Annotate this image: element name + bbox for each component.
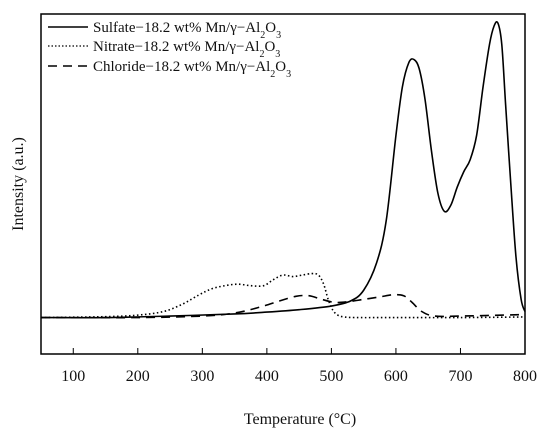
x-tick-label: 700 [448, 368, 472, 385]
x-tick-label: 300 [190, 368, 214, 385]
series-line-chloride [40, 293, 526, 319]
legend: Sulfate−18.2 wt% Mn/γ−Al2O3 Nitrate−18.2… [48, 20, 291, 80]
x-tick-label: 500 [319, 368, 343, 385]
y-axis-title: Intensity (a.u.) [10, 137, 27, 231]
series-line-nitrate [40, 272, 526, 319]
plot-frame [40, 13, 526, 355]
x-tick-label: 100 [61, 368, 85, 385]
legend-label-nitrate: Nitrate−18.2 wt% Mn/γ−Al2O3 [93, 39, 280, 60]
x-tick-label: 600 [384, 368, 408, 385]
series-line-sulfate [40, 20, 526, 319]
series-layer [40, 20, 526, 319]
x-axis-title: Temperature (°C) [244, 411, 356, 428]
x-tick-label: 200 [126, 368, 150, 385]
x-tick-label: 400 [255, 368, 279, 385]
legend-label-sulfate: Sulfate−18.2 wt% Mn/γ−Al2O3 [93, 20, 281, 41]
legend-label-chloride: Chloride−18.2 wt% Mn/γ−Al2O3 [93, 59, 291, 80]
x-axis: 100 200 300 400 500 600 700 800 [61, 348, 537, 385]
x-tick-label: 800 [513, 368, 537, 385]
